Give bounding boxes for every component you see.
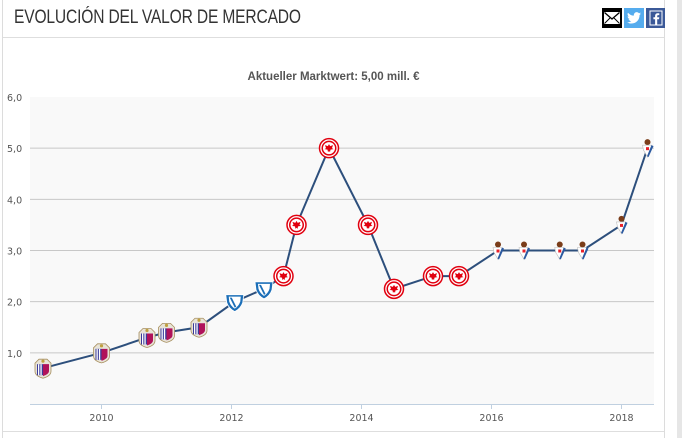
panel-title: EVOLUCIÓN DEL VALOR DE MERCADO <box>14 7 301 28</box>
y-axis: 1,0 2,0 3,0 4,0 5,0 6,0 <box>7 93 22 360</box>
data-point-white-red-crest-icon[interactable] <box>616 215 628 235</box>
y-tick-label: 6,0 <box>7 93 22 104</box>
x-axis: 2010 2012 2014 2016 2018 <box>30 404 654 424</box>
y-tick-label: 4,0 <box>7 195 22 206</box>
envelope-icon <box>604 12 620 24</box>
chart-title: Aktueller Marktwert: 5,00 mill. € <box>247 71 420 83</box>
data-point-red-eagle-icon[interactable] <box>448 265 470 287</box>
x-tick-label: 2014 <box>349 413 373 424</box>
data-point-white-red-crest-icon[interactable] <box>577 241 589 261</box>
data-point-red-eagle-icon[interactable] <box>357 214 379 236</box>
data-point-white-red-crest-icon[interactable] <box>642 139 654 158</box>
data-point-red-eagle-icon[interactable] <box>286 214 307 236</box>
scrollbar-track[interactable] <box>677 0 682 438</box>
data-point-white-red-crest-icon[interactable] <box>554 241 566 261</box>
data-point-red-eagle-icon[interactable] <box>273 265 294 287</box>
data-point-red-eagle-icon[interactable] <box>422 265 444 287</box>
y-tick-label: 2,0 <box>7 298 22 309</box>
y-tick-label: 1,0 <box>7 349 22 360</box>
panel-footer-divider <box>3 431 664 432</box>
data-point-blue-crest-icon[interactable] <box>254 281 274 300</box>
x-tick-label: 2012 <box>219 413 243 424</box>
data-point-purple-crest-icon[interactable] <box>34 358 52 379</box>
twitter-bird-icon <box>627 12 641 24</box>
x-tick-label: 2016 <box>479 413 503 424</box>
data-point-purple-crest-icon[interactable] <box>158 322 175 343</box>
panel-header: EVOLUCIÓN DEL VALOR DE MERCADO <box>3 0 666 38</box>
y-tick-label: 3,0 <box>7 247 22 258</box>
share-twitter-button[interactable] <box>624 8 644 28</box>
data-point-purple-crest-icon[interactable] <box>190 317 208 338</box>
x-tick-label: 2010 <box>89 413 113 424</box>
data-point-white-red-crest-icon[interactable] <box>518 241 530 261</box>
data-markers <box>34 137 654 379</box>
data-point-blue-crest-icon[interactable] <box>225 294 245 313</box>
data-point-purple-crest-icon[interactable] <box>138 328 156 348</box>
facebook-f-icon <box>649 10 663 26</box>
data-point-purple-crest-icon[interactable] <box>93 343 110 364</box>
page-scrollbar[interactable] <box>665 0 683 438</box>
x-tick-label: 2018 <box>609 413 633 424</box>
data-point-white-red-crest-icon[interactable] <box>492 241 504 261</box>
y-tick-label: 5,0 <box>7 144 22 155</box>
data-point-red-eagle-icon[interactable] <box>318 137 340 159</box>
data-point-red-eagle-icon[interactable] <box>383 278 405 300</box>
share-facebook-button[interactable] <box>646 8 666 28</box>
share-email-button[interactable] <box>602 8 622 28</box>
